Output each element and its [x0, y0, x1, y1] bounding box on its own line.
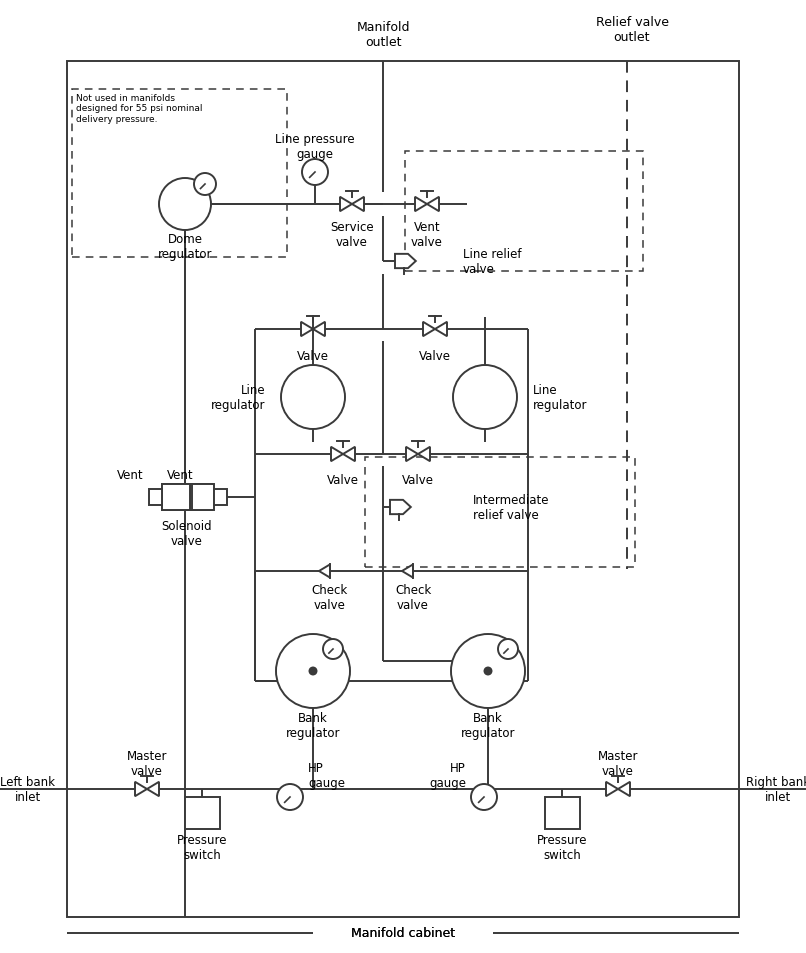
Polygon shape: [313, 322, 325, 336]
Polygon shape: [435, 322, 447, 336]
Polygon shape: [606, 782, 618, 797]
Polygon shape: [331, 447, 343, 461]
Bar: [162, 484, 190, 511]
Text: Valve: Valve: [327, 474, 359, 487]
Text: Line pressure
gauge: Line pressure gauge: [275, 132, 355, 161]
Bar: [185, 797, 220, 829]
Circle shape: [302, 160, 328, 186]
Bar: [405, 152, 643, 272]
Polygon shape: [618, 782, 630, 797]
Polygon shape: [418, 447, 430, 461]
Text: Right bank
inlet: Right bank inlet: [746, 775, 806, 803]
Bar: [190, 484, 212, 511]
Text: Valve: Valve: [297, 349, 329, 362]
Circle shape: [453, 366, 517, 430]
Circle shape: [277, 784, 303, 810]
Text: Check
valve: Check valve: [312, 583, 348, 612]
Text: Left bank
inlet: Left bank inlet: [1, 775, 56, 803]
Bar: [365, 457, 635, 567]
Text: Pressure
switch: Pressure switch: [537, 833, 588, 862]
Text: Check
valve: Check valve: [395, 583, 431, 612]
Circle shape: [310, 668, 317, 675]
Text: Line
regulator: Line regulator: [533, 384, 588, 412]
Text: Vent: Vent: [167, 469, 193, 482]
Text: Not used in manifolds
designed for 55 psi nominal
delivery pressure.: Not used in manifolds designed for 55 ps…: [76, 94, 202, 124]
Polygon shape: [423, 322, 435, 336]
Circle shape: [276, 635, 350, 708]
Text: Pressure
switch: Pressure switch: [177, 833, 227, 862]
Text: Valve: Valve: [419, 349, 451, 362]
Polygon shape: [319, 565, 330, 578]
Text: Manifold cabinet: Manifold cabinet: [351, 926, 455, 940]
Circle shape: [281, 366, 345, 430]
Circle shape: [323, 639, 343, 659]
Polygon shape: [301, 322, 313, 336]
Text: Valve: Valve: [402, 474, 434, 487]
Circle shape: [498, 639, 518, 659]
Text: Vent: Vent: [117, 469, 143, 482]
Text: HP
gauge: HP gauge: [308, 761, 345, 789]
Polygon shape: [395, 254, 416, 269]
Polygon shape: [135, 782, 147, 797]
Bar: [149, 490, 162, 505]
Bar: [545, 797, 580, 829]
Text: Service
valve: Service valve: [330, 221, 374, 249]
Polygon shape: [147, 782, 159, 797]
Text: Master
valve: Master valve: [598, 749, 638, 778]
Text: Manifold
outlet: Manifold outlet: [356, 21, 409, 49]
Text: Dome
regulator: Dome regulator: [158, 233, 212, 261]
Circle shape: [484, 668, 492, 675]
Polygon shape: [340, 197, 352, 212]
Text: Bank
regulator: Bank regulator: [461, 711, 515, 740]
Text: HP
gauge: HP gauge: [429, 761, 466, 789]
Bar: [67, 62, 739, 917]
Text: Relief valve
outlet: Relief valve outlet: [596, 16, 668, 44]
Text: Manifold cabinet: Manifold cabinet: [351, 926, 455, 940]
Text: Line
regulator: Line regulator: [210, 384, 265, 412]
Polygon shape: [390, 500, 411, 515]
Polygon shape: [406, 447, 418, 461]
Bar: [72, 90, 287, 257]
Bar: [192, 484, 214, 511]
Text: Solenoid
valve: Solenoid valve: [162, 519, 212, 547]
Text: Vent
valve: Vent valve: [411, 221, 443, 249]
Bar: [162, 484, 190, 511]
Text: Bank
regulator: Bank regulator: [286, 711, 340, 740]
Bar: [214, 490, 227, 505]
Circle shape: [194, 173, 216, 195]
Text: Master
valve: Master valve: [127, 749, 168, 778]
Polygon shape: [352, 197, 364, 212]
Circle shape: [159, 179, 211, 231]
Circle shape: [451, 635, 525, 708]
Polygon shape: [427, 197, 439, 212]
Text: Line relief
valve: Line relief valve: [463, 248, 521, 275]
Circle shape: [471, 784, 497, 810]
Text: Intermediate
relief valve: Intermediate relief valve: [473, 494, 550, 521]
Polygon shape: [402, 565, 413, 578]
Polygon shape: [343, 447, 355, 461]
Polygon shape: [415, 197, 427, 212]
